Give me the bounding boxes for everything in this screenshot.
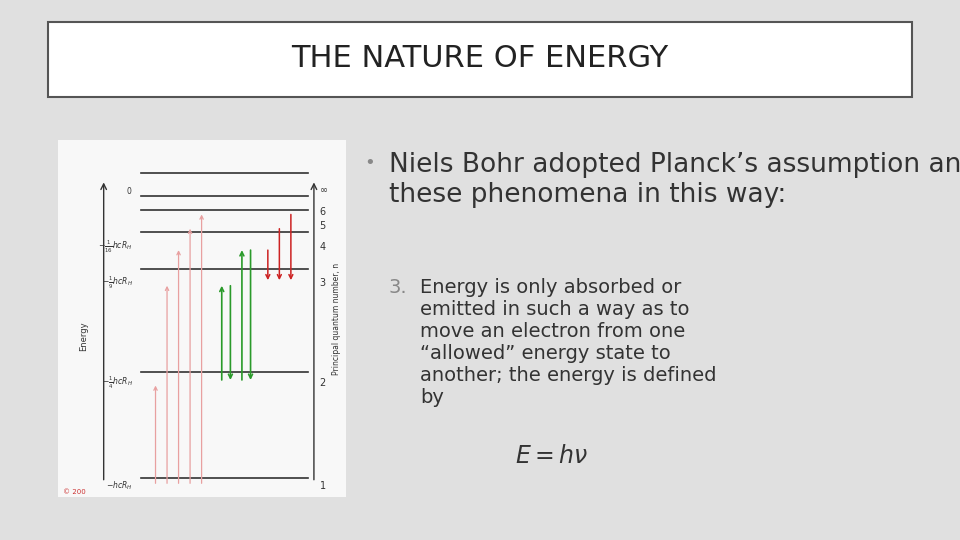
Text: © 200: © 200 — [63, 489, 86, 495]
Text: $-hcR_H$: $-hcR_H$ — [106, 480, 132, 492]
Text: THE NATURE OF ENERGY: THE NATURE OF ENERGY — [292, 44, 668, 73]
Text: •: • — [364, 154, 375, 172]
Text: $0$: $0$ — [126, 185, 132, 196]
Text: Energy: Energy — [79, 322, 88, 351]
Text: $-\frac{1}{9}hcR_H$: $-\frac{1}{9}hcR_H$ — [102, 275, 132, 291]
Text: 3.: 3. — [389, 278, 407, 297]
Text: Niels Bohr adopted Planck’s assumption and explained
these phenomena in this way: Niels Bohr adopted Planck’s assumption a… — [389, 152, 960, 208]
Text: $-\frac{1}{16}hcR_H$: $-\frac{1}{16}hcR_H$ — [98, 239, 132, 255]
Text: $E = h\nu$: $E = h\nu$ — [516, 444, 588, 468]
Text: ∞: ∞ — [320, 185, 327, 195]
Text: 4: 4 — [320, 242, 325, 252]
Text: 5: 5 — [320, 221, 326, 231]
Text: Principal quantum number, n: Principal quantum number, n — [332, 262, 342, 375]
Text: 6: 6 — [320, 207, 325, 217]
Text: 3: 3 — [320, 278, 325, 288]
Text: 2: 2 — [320, 378, 326, 388]
Text: $-\frac{1}{4}hcR_H$: $-\frac{1}{4}hcR_H$ — [102, 375, 132, 391]
Text: Energy is only absorbed or
emitted in such a way as to
move an electron from one: Energy is only absorbed or emitted in su… — [420, 278, 717, 407]
Text: 1: 1 — [320, 481, 325, 491]
